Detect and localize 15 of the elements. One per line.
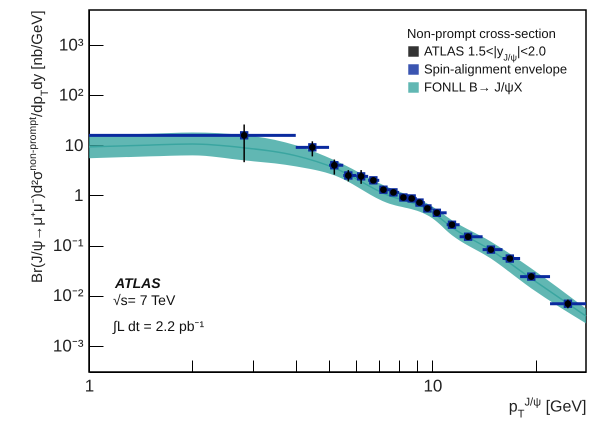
annotation: √s= 7 TeV [113, 292, 176, 308]
legend-label: FONLL B→ J/ψX [424, 80, 523, 94]
x-axis-title: p$_{T}$$^{J/ψ}$ [GeV] [508, 396, 586, 420]
y-tick-label: 10⁻³ [52, 336, 84, 356]
annotation: ∫L dt = 2.2 pb⁻¹ [112, 318, 205, 334]
y-tick-label: 10 [64, 136, 84, 155]
y-tick-label: 10⁻² [52, 286, 84, 306]
legend-label: ATLAS 1.5<|y$_{J/ψ}$|<2.0 [424, 44, 546, 62]
y-tick-label: 10³ [58, 36, 84, 55]
y-tick-label: 10⁻¹ [52, 236, 84, 256]
annotation: ATLAS [114, 275, 162, 291]
legend-title: Non-prompt cross-section [407, 26, 556, 41]
legend-label: Spin-alignment envelope [424, 62, 568, 76]
y-tick-label: 1 [74, 186, 84, 205]
y-tick-label: 10² [58, 86, 84, 105]
